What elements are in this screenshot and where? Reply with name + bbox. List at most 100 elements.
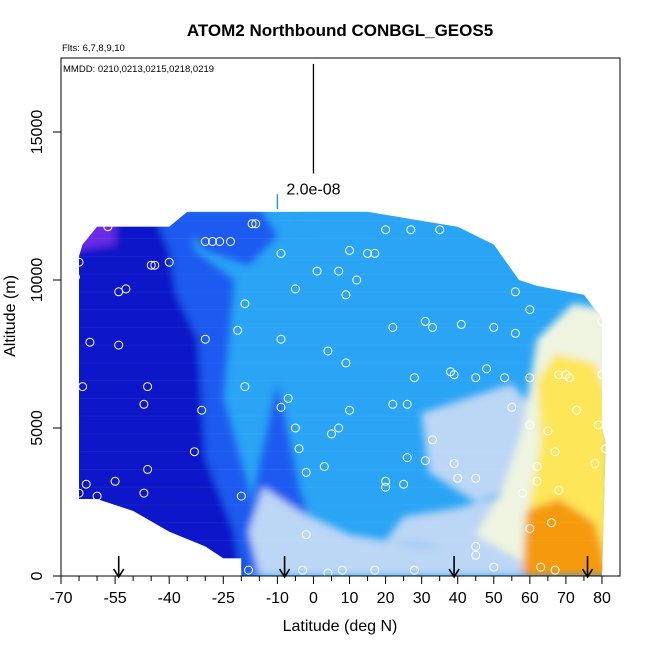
observation-point bbox=[294, 444, 304, 454]
observation-point bbox=[334, 423, 344, 433]
observation-point bbox=[363, 248, 372, 258]
observation-point bbox=[236, 491, 246, 501]
observation-point bbox=[283, 393, 293, 403]
observation-point bbox=[337, 565, 347, 575]
observation-point bbox=[341, 290, 351, 300]
observation-point bbox=[323, 568, 333, 578]
plot-frame bbox=[60, 57, 621, 577]
observation-point bbox=[583, 287, 592, 297]
observation-point bbox=[453, 473, 463, 483]
observation-point bbox=[525, 373, 535, 383]
observation-point bbox=[139, 488, 149, 498]
observation-point bbox=[572, 405, 582, 415]
observation-point bbox=[507, 402, 517, 412]
flights-note: Flts: 6,7,8,9,10 bbox=[62, 43, 125, 54]
profile-arrow bbox=[278, 556, 291, 579]
observation-point bbox=[565, 373, 574, 383]
observation-point bbox=[85, 337, 95, 347]
dates-note: MMDD: 0210,0213,0215,0218,0219 bbox=[63, 64, 214, 75]
x-tick-label: 0 bbox=[309, 590, 318, 607]
observation-point bbox=[312, 266, 322, 276]
observation-point bbox=[381, 225, 391, 235]
observation-point bbox=[290, 423, 300, 433]
region-dark-blue bbox=[79, 211, 242, 576]
x-tick-label: -25 bbox=[212, 590, 235, 607]
observation-point bbox=[301, 530, 311, 540]
observation-point bbox=[319, 462, 329, 471]
observation-points bbox=[70, 219, 611, 578]
observation-point bbox=[233, 325, 243, 335]
observation-point bbox=[510, 287, 520, 297]
observation-point bbox=[143, 464, 153, 474]
x-tick-label: 20 bbox=[377, 590, 395, 607]
observation-point bbox=[402, 399, 412, 409]
observation-point bbox=[547, 518, 556, 528]
x-tick-label: -55 bbox=[104, 590, 127, 607]
observation-point bbox=[146, 260, 156, 270]
observation-point bbox=[276, 334, 286, 344]
profile-arrows bbox=[113, 556, 594, 579]
observation-point bbox=[388, 322, 398, 332]
x-tick-label: -10 bbox=[266, 590, 289, 607]
observation-point bbox=[543, 426, 553, 436]
observation-point bbox=[103, 222, 113, 232]
observation-point bbox=[399, 479, 409, 489]
chart-title: ATOM2 Northbound CONBGL_GEOS5 bbox=[187, 21, 493, 40]
observation-point bbox=[601, 444, 611, 454]
observation-point bbox=[215, 237, 225, 246]
observation-point bbox=[381, 482, 391, 492]
observation-point bbox=[381, 476, 391, 486]
x-tick-label: 50 bbox=[485, 590, 503, 607]
observation-point bbox=[81, 479, 91, 489]
observation-point bbox=[510, 328, 520, 338]
x-tick-label: 40 bbox=[449, 590, 467, 607]
y-tick-label: 10000 bbox=[29, 258, 46, 303]
observation-point bbox=[525, 305, 535, 315]
observation-point bbox=[240, 299, 250, 309]
observation-point bbox=[74, 257, 84, 267]
region-light-blue bbox=[248, 487, 530, 576]
observation-point bbox=[78, 382, 88, 392]
observation-point bbox=[428, 435, 437, 445]
observation-point bbox=[74, 488, 84, 498]
observation-point bbox=[334, 266, 344, 276]
observation-point bbox=[449, 370, 459, 380]
x-tick-label: 60 bbox=[521, 590, 539, 607]
observation-point bbox=[525, 420, 535, 430]
scale-bar: 2.0e-08 bbox=[276, 63, 341, 209]
profile-arrow bbox=[448, 556, 460, 579]
observation-point bbox=[428, 322, 437, 332]
observation-point bbox=[489, 322, 499, 332]
observation-point bbox=[402, 453, 412, 463]
observation-point bbox=[70, 272, 80, 282]
observation-point bbox=[597, 316, 607, 326]
observation-point bbox=[244, 565, 253, 575]
observation-point bbox=[92, 491, 102, 501]
x-tick-label: 30 bbox=[413, 590, 431, 607]
observation-point bbox=[345, 405, 354, 415]
x-axis-label: Latitude (deg N) bbox=[283, 618, 398, 635]
observation-point bbox=[518, 488, 528, 498]
observation-point bbox=[471, 373, 481, 383]
observation-point bbox=[323, 346, 333, 356]
observation-point bbox=[370, 565, 380, 575]
observation-point bbox=[435, 225, 445, 235]
region-light-blue-mid bbox=[421, 383, 530, 502]
x-tick-label: 80 bbox=[593, 590, 611, 607]
observation-point bbox=[301, 467, 311, 477]
observation-point bbox=[345, 245, 354, 255]
concentration-field bbox=[79, 211, 606, 576]
observation-point bbox=[525, 524, 535, 534]
observation-point bbox=[456, 319, 466, 329]
observation-point bbox=[550, 447, 560, 457]
observation-point bbox=[471, 473, 481, 483]
observation-point bbox=[276, 402, 286, 412]
observation-point bbox=[341, 358, 351, 368]
y-tick-label: 5000 bbox=[29, 410, 46, 446]
axes: -70 -55 -40 -25 -10 0 10 20 30 40 50 60 70 80 0 5000 100… bbox=[29, 110, 611, 607]
observation-point bbox=[449, 459, 459, 468]
observation-point bbox=[240, 382, 250, 392]
observation-point bbox=[276, 248, 286, 258]
observation-point bbox=[532, 476, 542, 486]
